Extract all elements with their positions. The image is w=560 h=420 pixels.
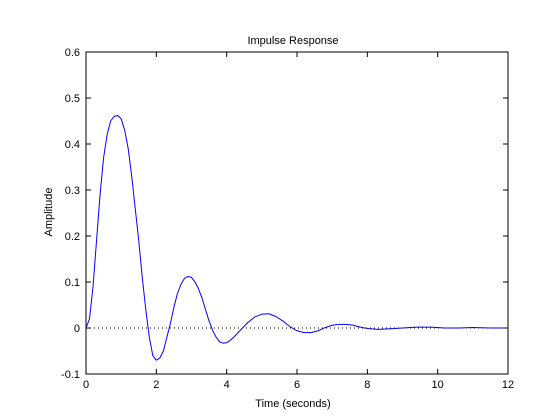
y-tick-label: 0.2 [65,231,80,243]
chart-title: Impulse Response [247,35,338,47]
x-tick-label: 4 [224,379,230,391]
y-axis-ticks: -0.1 0 0.1 0.2 0.3 0.4 0.5 0.6 [61,47,508,381]
y-tick-label: 0.6 [65,47,80,59]
x-tick-label: 2 [153,379,159,391]
x-tick-label: 0 [83,379,89,391]
y-axis-label: Amplitude [43,188,55,237]
series-line [85,114,508,361]
x-tick-label: 12 [502,379,514,391]
x-tick-label: 6 [294,379,300,391]
y-tick-label: 0.5 [65,93,80,105]
y-tick-label: -0.1 [61,369,80,381]
plot-area [85,51,509,375]
x-axis-label: Time (seconds) [255,398,330,410]
y-tick-label: 0 [74,323,80,335]
y-tick-label: 0.3 [65,185,80,197]
x-axis-ticks: 0 2 4 6 8 10 12 [83,52,514,391]
y-tick-label: 0.4 [65,139,80,151]
y-tick-label: 0.1 [65,277,80,289]
series-layer [85,114,508,361]
x-tick-label: 10 [432,379,444,391]
x-tick-label: 8 [364,379,370,391]
